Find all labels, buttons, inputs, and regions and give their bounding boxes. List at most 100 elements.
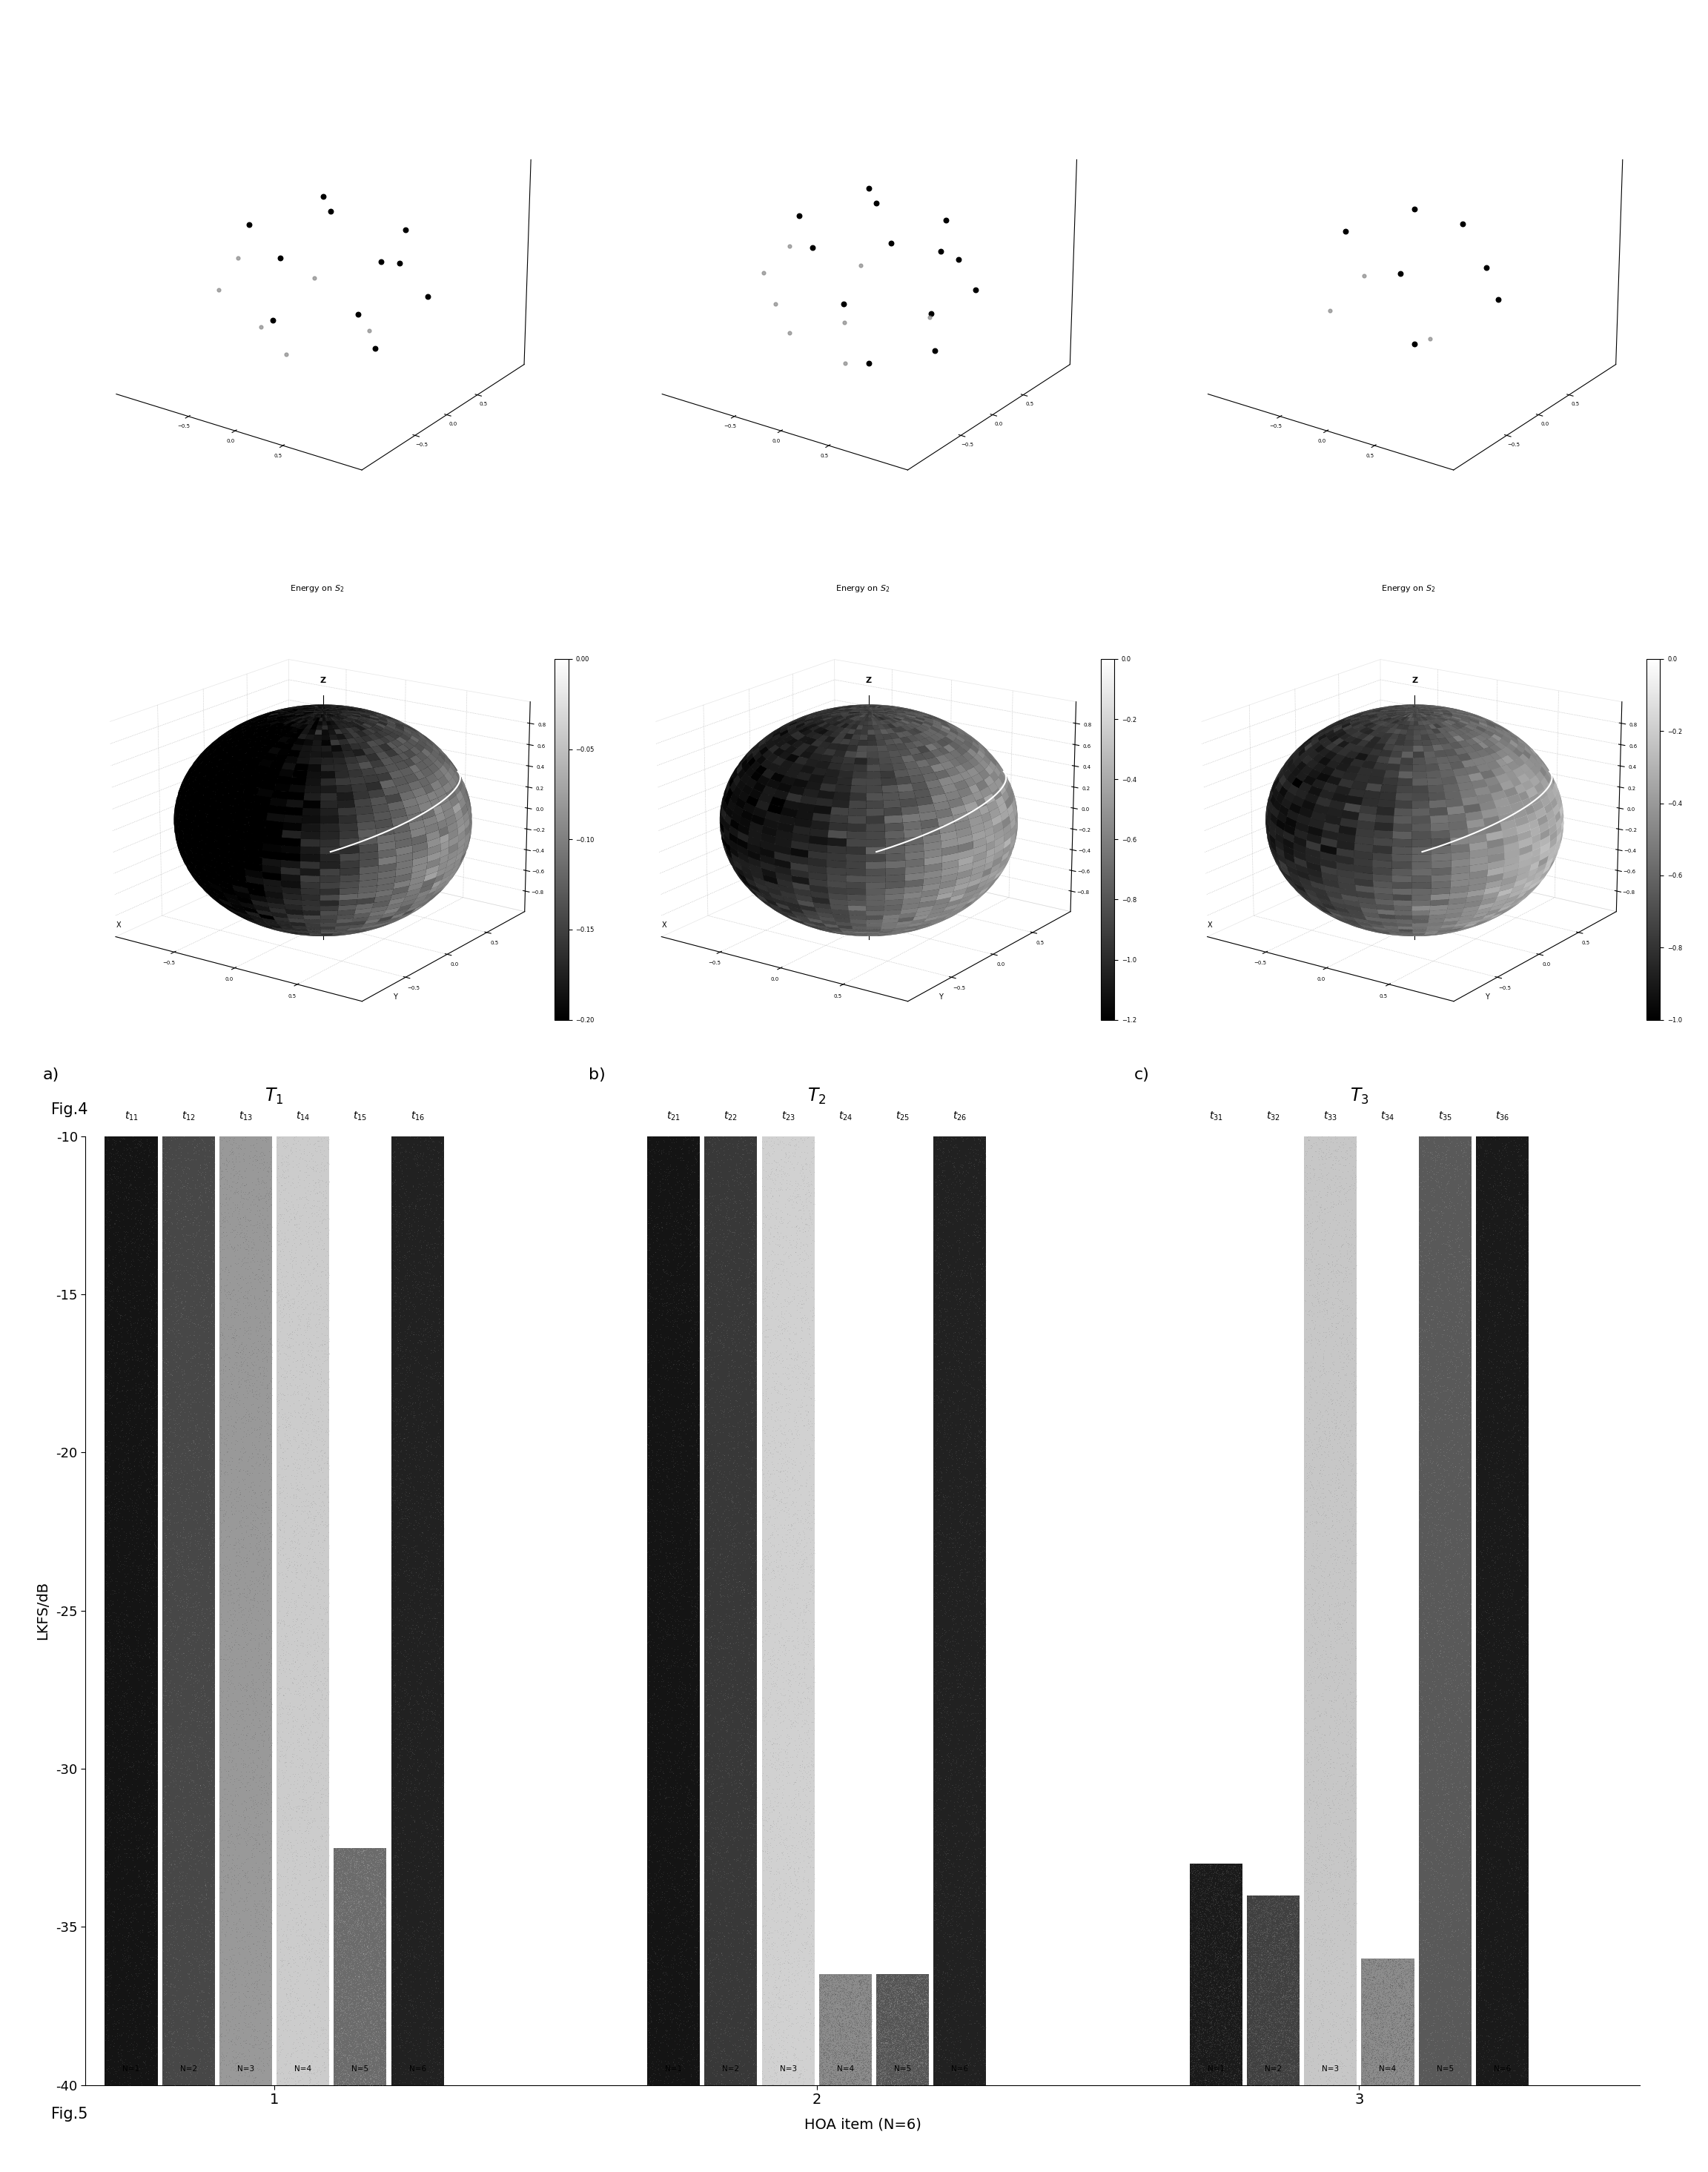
Point [121,1312,149,1347]
Point [1296,1188,1324,1223]
Point [1351,1985,1378,2020]
Point [249,1486,277,1520]
Point [1431,1694,1459,1729]
Point [734,1914,762,1948]
Point [960,1123,987,1158]
Point [1315,1929,1342,1963]
Point [1467,1955,1494,1990]
Point [108,1360,135,1394]
Point [772,1735,799,1770]
Point [113,1735,140,1770]
Point [126,1549,154,1583]
Point [246,1759,273,1794]
Point [393,1940,420,1974]
Point [196,1162,224,1197]
Point [1254,1914,1281,1948]
Point [167,1948,195,1983]
Point [750,1625,777,1659]
Point [1339,1968,1366,2003]
Point [174,1425,202,1460]
Point [125,1477,152,1512]
Point [890,2057,917,2092]
Point [184,2000,212,2035]
Point [955,1983,982,2018]
Point [1452,1742,1479,1777]
Point [1189,2029,1216,2063]
Point [1190,1922,1218,1957]
Point [407,1153,434,1188]
Point [231,1436,258,1470]
Point [367,1835,395,1870]
Point [1512,1153,1539,1188]
Point [1440,1566,1467,1601]
Point [237,1779,265,1814]
Point [1462,1486,1489,1520]
Point [675,1905,702,1940]
Point [231,1987,258,2022]
Point [132,1455,159,1490]
Point [1443,1151,1471,1186]
Point [1267,2033,1295,2068]
Point [1368,1972,1395,2007]
Point [1406,1738,1433,1772]
Point [958,1216,986,1251]
Point [367,1835,395,1870]
Point [1237,2018,1264,2053]
Point [685,1236,712,1271]
Point [695,1227,722,1262]
Point [962,1963,989,1998]
Point [132,1247,159,1281]
Point [138,1429,166,1464]
Point [427,1460,454,1494]
Point [948,1121,975,1156]
Point [1190,1961,1218,1996]
Point [284,1716,311,1751]
Point [1300,1974,1327,2009]
Point [712,2050,740,2085]
Point [1421,1861,1448,1896]
Point [1483,1983,1510,2018]
Point [1353,1963,1380,1998]
Point [232,1488,260,1523]
Point [782,1570,810,1605]
Point [1512,1640,1539,1675]
Point [798,1553,825,1588]
Point [246,1583,273,1618]
Point [391,1979,418,2013]
Point [326,1853,354,1887]
Point [114,1772,142,1807]
Point [700,1772,728,1807]
Point [874,2057,902,2092]
Point [965,1766,992,1801]
Point [294,1394,321,1429]
Point [1310,1594,1337,1629]
Point [366,1864,393,1898]
Point [336,1890,364,1924]
Point [1481,2022,1508,2057]
Point [1392,1996,1419,2031]
Point [888,1998,915,2033]
Point [661,1290,688,1325]
Point [965,1340,992,1375]
Point [212,1740,239,1775]
Point [678,1347,705,1381]
Point [1378,2029,1406,2063]
Point [285,1201,313,1236]
Point [1310,1659,1337,1694]
Point [1448,1885,1476,1920]
Point [852,1987,880,2022]
Point [120,1388,147,1423]
Point [111,1772,138,1807]
Point [350,1990,377,2024]
Point [654,1618,681,1653]
Point [143,1746,171,1781]
Point [94,1977,121,2011]
Point [415,1331,442,1366]
Point [321,2033,348,2068]
Point [258,1861,285,1896]
Point [1218,1959,1245,1994]
Point [362,1861,389,1896]
Point [1237,1992,1264,2026]
Point [770,1866,798,1900]
Point [400,1397,427,1431]
